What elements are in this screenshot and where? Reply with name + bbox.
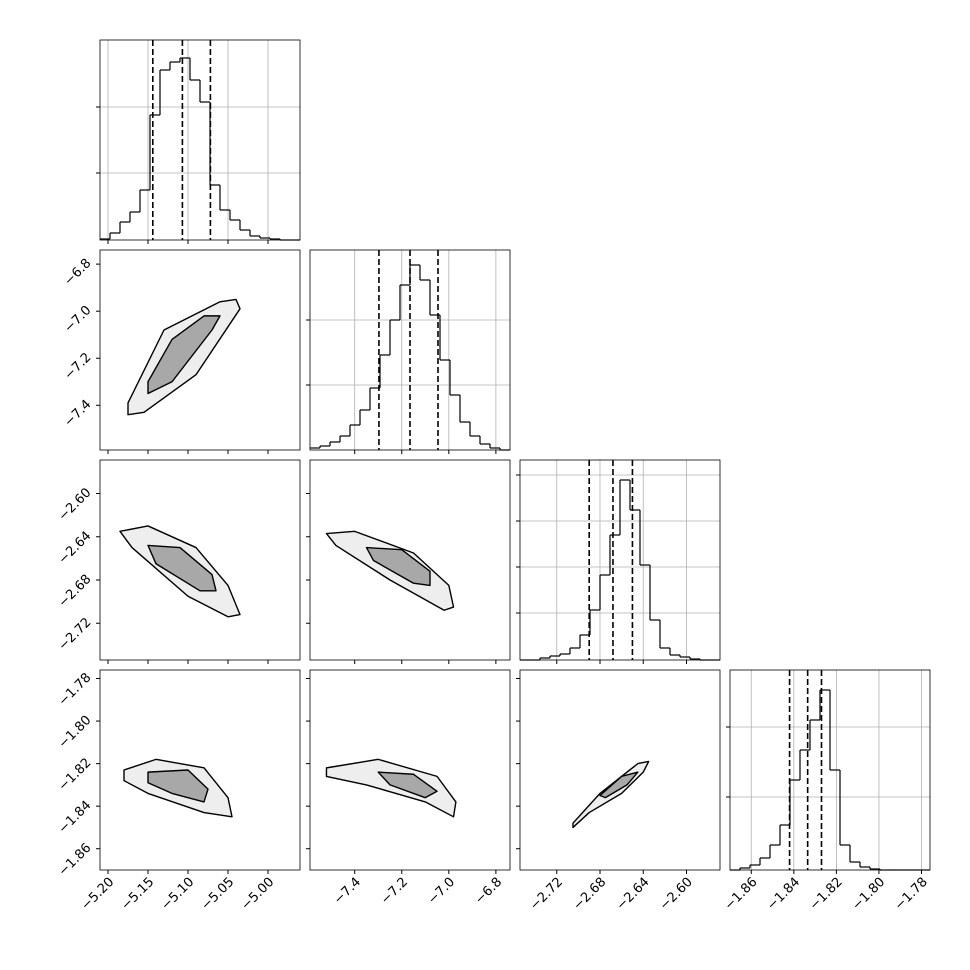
panel-frame	[309, 669, 511, 871]
panel-frame	[519, 669, 721, 871]
y-tick-label: −7.2	[62, 350, 95, 383]
x-tick-label: −5.20	[79, 875, 118, 914]
contour	[147, 544, 217, 592]
x-tick-label: −2.72	[527, 875, 566, 914]
y-tick-label: −1.80	[56, 713, 95, 752]
y-tick-label: −1.84	[56, 798, 95, 837]
y-tick-label: −7.0	[62, 303, 95, 336]
panel-frame	[729, 669, 931, 871]
x-tick-label: −7.2	[378, 875, 411, 908]
y-tick-label: −2.60	[56, 485, 95, 524]
contour	[377, 771, 438, 799]
panel-frame	[309, 249, 511, 451]
y-tick-label: −1.78	[56, 670, 95, 709]
x-tick-label: −1.82	[807, 875, 846, 914]
panel-frame	[99, 669, 301, 871]
x-tick-label: −5.10	[159, 875, 198, 914]
y-tick-label: −1.82	[56, 755, 95, 794]
x-tick-label: −7.4	[331, 875, 364, 908]
contour	[325, 758, 457, 818]
x-tick-label: −2.68	[571, 875, 610, 914]
y-tick-label: −2.68	[56, 572, 95, 611]
x-tick-label: −1.80	[849, 875, 888, 914]
panel-frame	[519, 459, 721, 661]
x-tick-label: −1.84	[764, 875, 803, 914]
x-tick-label: −5.00	[239, 875, 278, 914]
x-tick-label: −6.8	[472, 875, 505, 908]
y-tick-label: −2.72	[56, 615, 95, 654]
x-tick-label: −7.0	[425, 875, 458, 908]
panel-frame	[99, 459, 301, 661]
x-tick-label: −1.78	[892, 875, 931, 914]
y-tick-label: −7.4	[62, 397, 95, 430]
contour	[599, 771, 639, 799]
contour	[147, 315, 221, 395]
y-tick-label: −1.86	[56, 841, 95, 880]
x-tick-label: −1.86	[722, 875, 761, 914]
contour	[325, 530, 455, 611]
contour	[365, 546, 431, 587]
y-tick-label: −6.8	[62, 256, 95, 289]
contour	[147, 769, 209, 803]
panel-frame	[309, 459, 511, 661]
y-tick-label: −2.64	[56, 529, 95, 568]
x-tick-label: −5.15	[119, 875, 158, 914]
x-tick-label: −2.60	[657, 875, 696, 914]
panel-frame	[99, 249, 301, 451]
x-tick-label: −5.05	[199, 875, 238, 914]
panel-frame	[99, 39, 301, 241]
x-tick-label: −2.64	[614, 875, 653, 914]
